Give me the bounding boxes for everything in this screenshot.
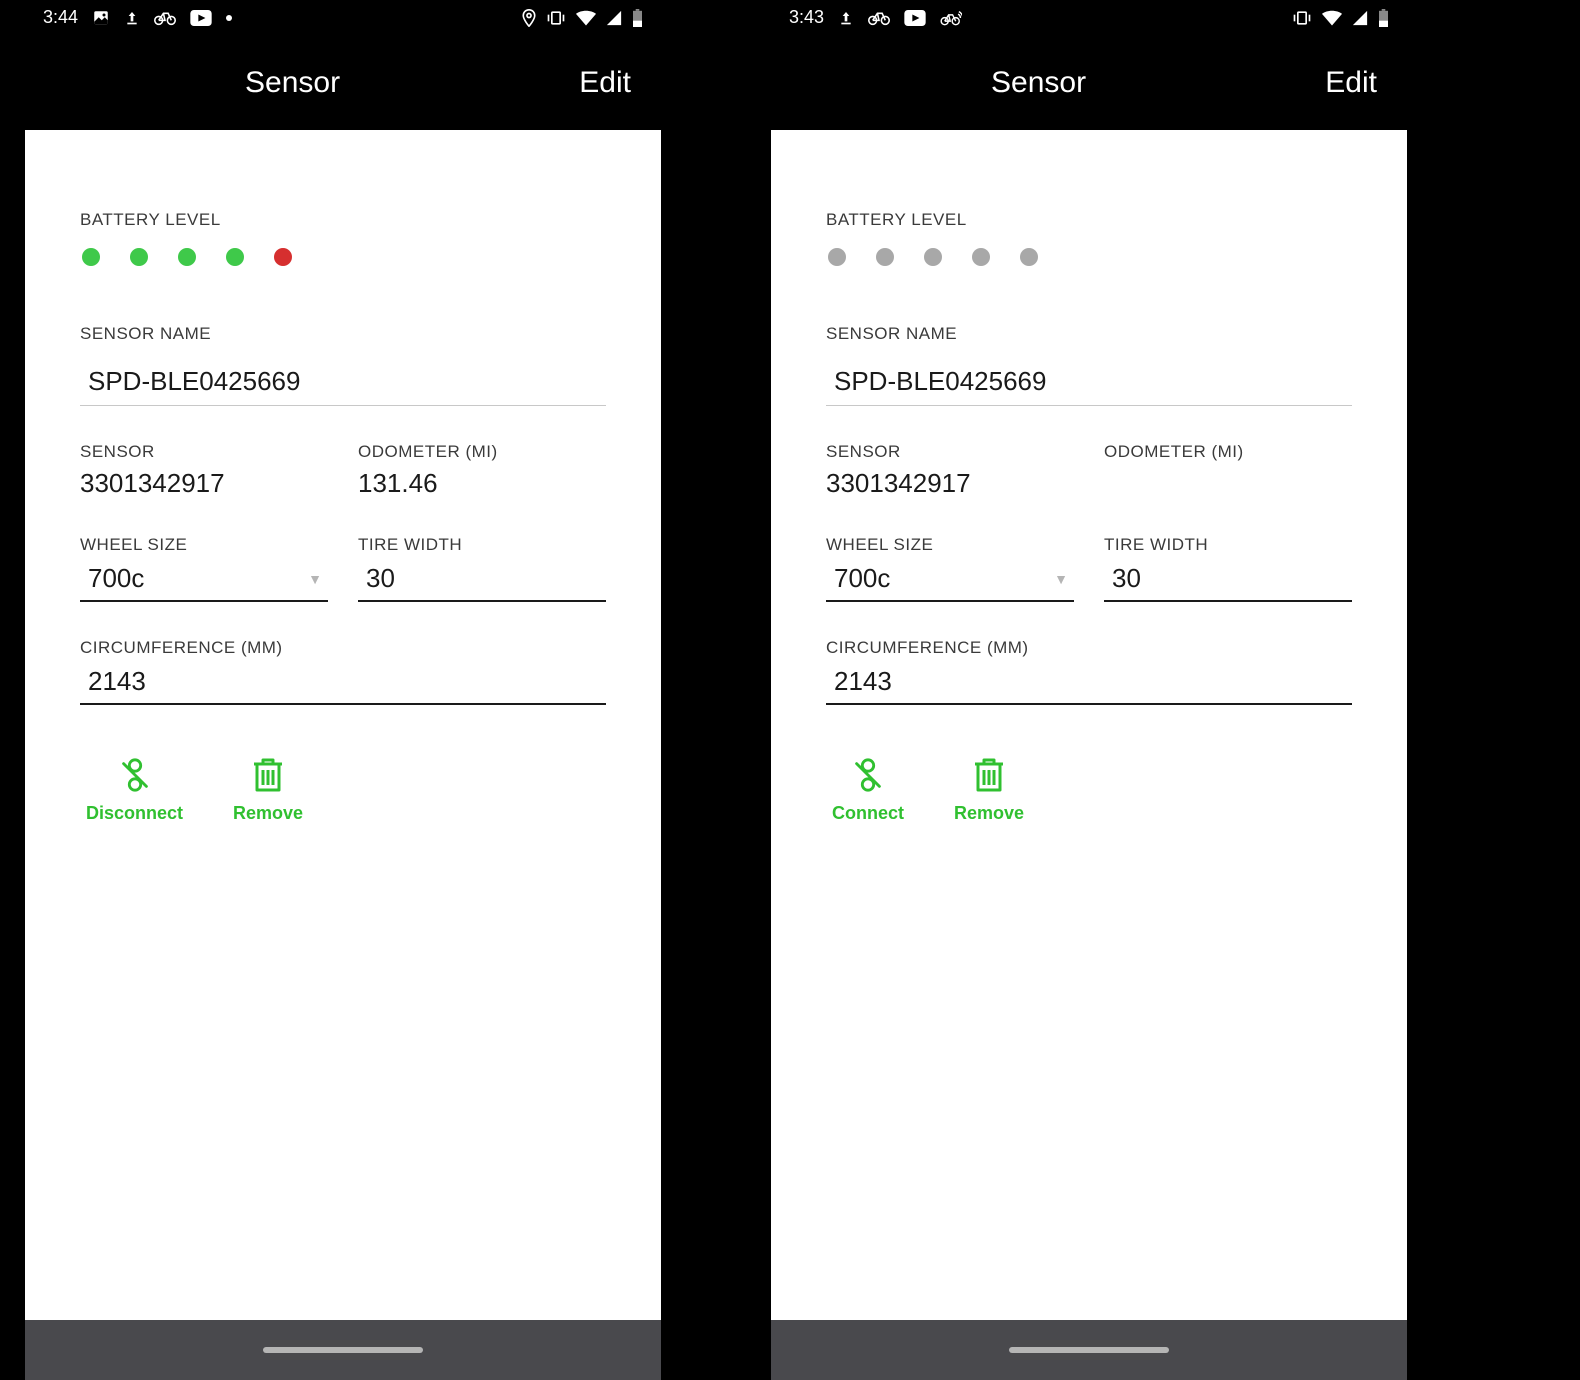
connect-label: Connect (832, 803, 904, 824)
sensor-name-label: SENSOR NAME (80, 324, 606, 344)
sensor-name-input[interactable]: SPD-BLE0425669 (80, 362, 606, 406)
vibrate-icon (1292, 10, 1312, 26)
battery-dot (226, 248, 244, 266)
edit-button[interactable]: Edit (1325, 66, 1377, 100)
battery-level-label: BATTERY LEVEL (80, 210, 606, 230)
tire-width-label: TIRE WIDTH (358, 535, 606, 555)
remove-label: Remove (954, 803, 1024, 824)
bike-icon (154, 10, 176, 26)
chevron-down-icon: ▼ (308, 571, 322, 587)
vibrate-icon (546, 10, 566, 26)
home-indicator[interactable] (263, 1347, 423, 1353)
circumference-label: CIRCUMFERENCE (MM) (826, 638, 1352, 658)
status-bar: 3:43 (771, 0, 1407, 35)
battery-dot (828, 248, 846, 266)
sensor-id-value: 3301342917 (80, 468, 328, 499)
header-title: Sensor (991, 66, 1086, 100)
app-header: Sensor Edit (25, 35, 661, 130)
home-indicator[interactable] (1009, 1347, 1169, 1353)
nav-bar (25, 1320, 661, 1380)
wheel-size-value: 700c (88, 563, 308, 594)
battery-dot (130, 248, 148, 266)
trash-icon (969, 755, 1009, 795)
battery-dot (876, 248, 894, 266)
tire-width-input[interactable]: 30 (1104, 561, 1352, 602)
wheel-size-select[interactable]: 700c ▼ (80, 561, 328, 602)
circumference-value: 2143 (88, 666, 606, 697)
battery-dot (274, 248, 292, 266)
odometer-label: ODOMETER (MI) (358, 442, 606, 462)
upload-icon (838, 9, 854, 27)
remove-button[interactable]: Remove (233, 755, 303, 824)
nav-bar (771, 1320, 1407, 1380)
wheel-size-label: WHEEL SIZE (826, 535, 1074, 555)
wheel-size-label: WHEEL SIZE (80, 535, 328, 555)
odometer-value: 131.46 (358, 468, 606, 499)
tire-width-label: TIRE WIDTH (1104, 535, 1352, 555)
youtube-icon (904, 10, 926, 26)
remove-button[interactable]: Remove (954, 755, 1024, 824)
bike-icon (868, 10, 890, 26)
status-time: 3:44 (43, 7, 78, 28)
sensor-name-label: SENSOR NAME (826, 324, 1352, 344)
connect-button[interactable]: Connect (832, 755, 904, 824)
edit-button[interactable]: Edit (579, 66, 631, 100)
bike-signal-icon (940, 9, 962, 27)
header-title: Sensor (245, 66, 340, 100)
connect-icon (848, 755, 888, 795)
circumference-label: CIRCUMFERENCE (MM) (80, 638, 606, 658)
youtube-icon (190, 10, 212, 26)
tire-width-input[interactable]: 30 (358, 561, 606, 602)
sensor-id-label: SENSOR (80, 442, 328, 462)
status-bar: 3:44 (25, 0, 661, 35)
phone-screen-right: 3:43 Sensor Edit BATTERY LEVEL SENSOR NA… (771, 0, 1407, 1380)
odometer-label: ODOMETER (MI) (1104, 442, 1352, 462)
status-time: 3:43 (789, 7, 824, 28)
app-header: Sensor Edit (771, 35, 1407, 130)
sensor-id-value: 3301342917 (826, 468, 1074, 499)
wifi-icon (576, 10, 596, 26)
image-icon (92, 9, 110, 27)
remove-label: Remove (233, 803, 303, 824)
battery-dot (972, 248, 990, 266)
battery-dot (82, 248, 100, 266)
disconnect-icon (115, 755, 155, 795)
signal-icon (606, 10, 622, 26)
battery-dot (924, 248, 942, 266)
wheel-size-value: 700c (834, 563, 1054, 594)
battery-dot (178, 248, 196, 266)
circumference-value: 2143 (834, 666, 1352, 697)
wheel-size-select[interactable]: 700c ▼ (826, 561, 1074, 602)
circumference-input[interactable]: 2143 (80, 664, 606, 705)
dot-icon (226, 15, 232, 21)
sensor-id-label: SENSOR (826, 442, 1074, 462)
sensor-name-input[interactable]: SPD-BLE0425669 (826, 362, 1352, 406)
content-area: BATTERY LEVEL SENSOR NAME SPD-BLE0425669… (771, 130, 1407, 1320)
phone-screen-left: 3:44 Sensor Edit BATTERY LEVEL S (25, 0, 661, 1380)
content-area: BATTERY LEVEL SENSOR NAME SPD-BLE0425669… (25, 130, 661, 1320)
signal-icon (1352, 10, 1368, 26)
battery-dot (1020, 248, 1038, 266)
chevron-down-icon: ▼ (1054, 571, 1068, 587)
tire-width-value: 30 (366, 563, 606, 594)
battery-icon (1378, 9, 1389, 27)
disconnect-button[interactable]: Disconnect (86, 755, 183, 824)
disconnect-label: Disconnect (86, 803, 183, 824)
trash-icon (248, 755, 288, 795)
upload-icon (124, 9, 140, 27)
wifi-icon (1322, 10, 1342, 26)
tire-width-value: 30 (1112, 563, 1352, 594)
battery-dots (826, 248, 1352, 266)
circumference-input[interactable]: 2143 (826, 664, 1352, 705)
battery-level-label: BATTERY LEVEL (826, 210, 1352, 230)
battery-icon (632, 9, 643, 27)
battery-dots (80, 248, 606, 266)
location-icon (522, 9, 536, 27)
